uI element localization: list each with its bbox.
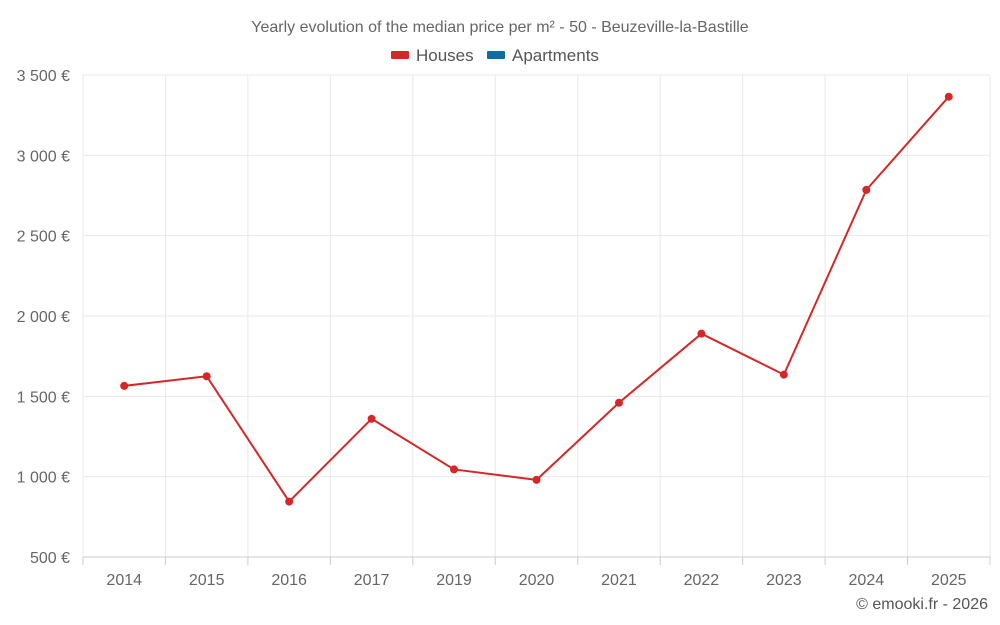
x-tick-label: 2019 <box>436 572 472 589</box>
y-tick-label: 1 000 € <box>17 470 70 487</box>
x-tick-label: 2017 <box>354 572 390 589</box>
data-point-houses[interactable] <box>697 329 706 338</box>
data-point-houses[interactable] <box>120 381 129 390</box>
y-tick-label: 1 500 € <box>17 389 70 406</box>
y-tick-label: 2 000 € <box>17 309 70 326</box>
grid <box>82 74 991 558</box>
series-layer <box>120 92 953 506</box>
legend-label-houses[interactable]: Houses <box>416 46 474 65</box>
data-point-houses[interactable] <box>202 372 211 381</box>
chart-title: Yearly evolution of the median price per… <box>251 19 749 36</box>
legend-swatch-houses[interactable] <box>391 51 409 59</box>
data-point-houses[interactable] <box>862 185 871 194</box>
y-tick-label: 500 € <box>30 550 70 567</box>
data-point-houses[interactable] <box>285 497 294 506</box>
legend: Houses Apartments <box>391 46 599 65</box>
x-axis-ticks: 2014 2015 2016 2017 2019 2020 2021 2022 2023 2024… <box>82 557 991 589</box>
x-tick-label: 2016 <box>271 572 307 589</box>
y-axis-ticks: 500 € 1 000 € 1 500 € 2 000 € 2 500 € 3 000 €… <box>17 68 70 567</box>
data-point-houses[interactable] <box>779 370 788 379</box>
data-point-houses[interactable] <box>614 398 623 407</box>
data-point-houses[interactable] <box>450 465 459 474</box>
x-tick-label: 2022 <box>684 572 720 589</box>
legend-label-apartments[interactable]: Apartments <box>512 46 599 65</box>
x-tick-label: 2024 <box>849 572 885 589</box>
legend-swatch-apartments[interactable] <box>487 51 505 59</box>
data-point-houses[interactable] <box>367 414 376 423</box>
x-tick-label: 2023 <box>766 572 802 589</box>
y-tick-label: 2 500 € <box>17 229 70 246</box>
x-tick-label: 2015 <box>189 572 225 589</box>
x-tick-label: 2025 <box>931 572 967 589</box>
y-tick-label: 3 500 € <box>17 68 70 85</box>
y-tick-label: 3 000 € <box>17 148 70 165</box>
x-tick-label: 2020 <box>519 572 555 589</box>
x-tick-label: 2021 <box>601 572 637 589</box>
x-tick-label: 2014 <box>106 572 142 589</box>
data-point-houses[interactable] <box>944 92 953 101</box>
data-point-houses[interactable] <box>532 475 541 484</box>
credit-label: © emooki.fr - 2026 <box>856 596 988 613</box>
